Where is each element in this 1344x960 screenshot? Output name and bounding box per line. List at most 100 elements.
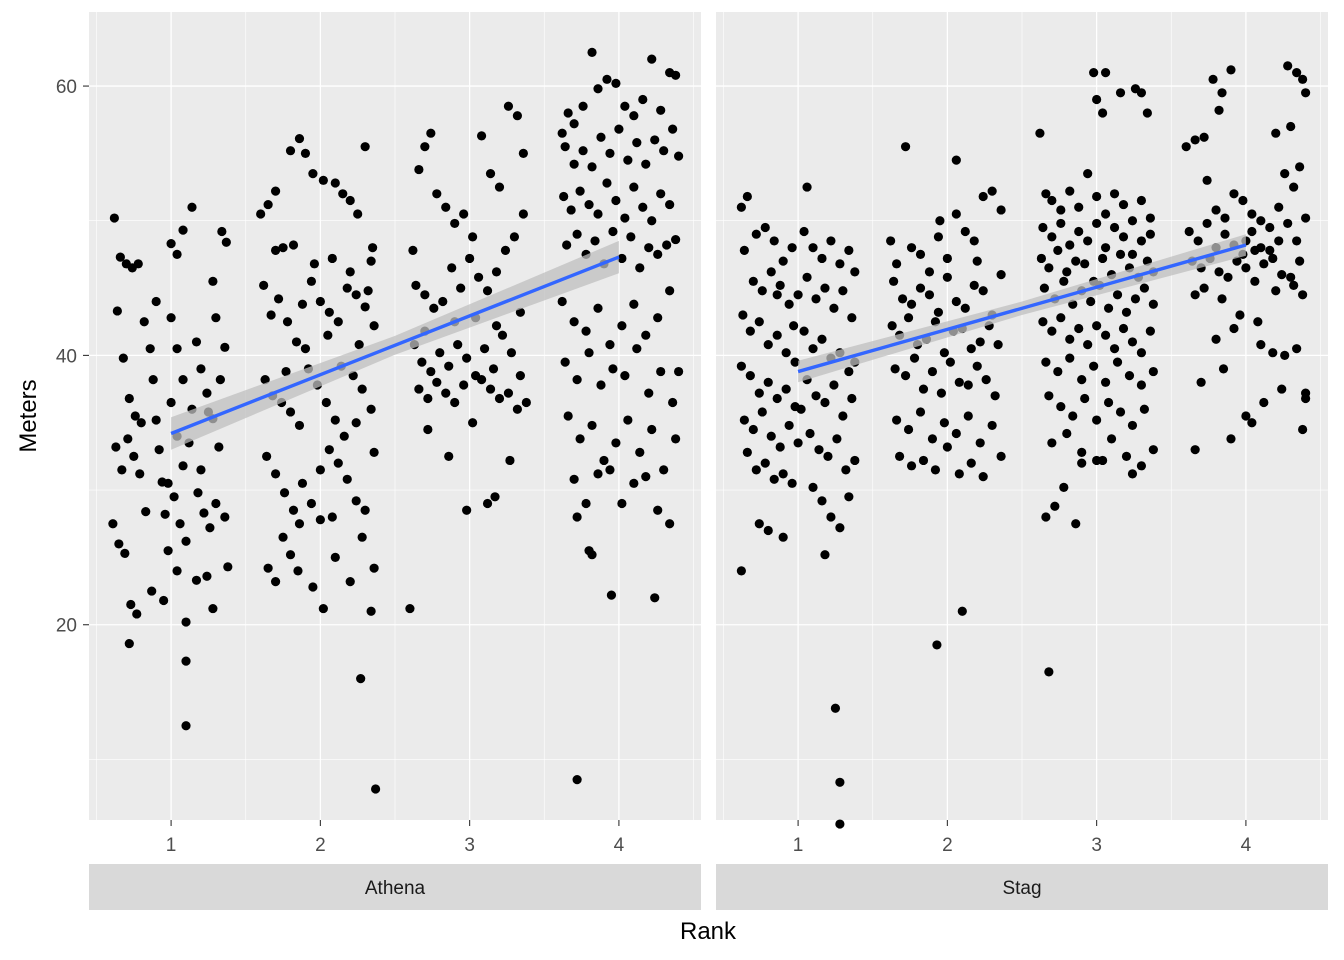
data-point (563, 411, 573, 421)
data-point (187, 202, 197, 212)
data-point (557, 296, 567, 307)
data-point (281, 366, 291, 377)
data-point (1086, 296, 1096, 307)
data-point (1289, 280, 1299, 290)
data-point (620, 371, 630, 381)
data-point (369, 447, 379, 457)
data-point (1053, 245, 1063, 255)
data-point (951, 428, 961, 439)
data-point (1109, 189, 1120, 199)
data-point (808, 344, 818, 354)
data-point (808, 243, 818, 253)
data-point (826, 512, 836, 522)
data-point (1127, 249, 1138, 259)
data-point (130, 411, 140, 421)
data-point (1100, 243, 1111, 253)
data-point (1100, 330, 1111, 340)
data-point (354, 340, 364, 350)
data-point (1112, 290, 1123, 300)
data-point (1098, 108, 1108, 118)
data-point (963, 380, 973, 390)
data-point (972, 256, 982, 266)
data-point (844, 245, 854, 255)
data-point (1145, 229, 1155, 239)
data-point (345, 577, 355, 587)
data-point (408, 245, 418, 255)
data-point (417, 357, 427, 367)
data-point (366, 256, 376, 266)
data-point (1283, 218, 1293, 229)
data-point (784, 420, 794, 431)
data-point (1136, 88, 1147, 98)
data-point (357, 384, 367, 394)
data-point (1211, 334, 1221, 344)
data-point (118, 353, 128, 363)
data-point (778, 532, 788, 542)
data-point (671, 434, 681, 444)
data-point (456, 283, 466, 293)
data-point (659, 465, 669, 475)
facet-strip-label: Stag (1002, 878, 1041, 899)
data-point (892, 415, 902, 425)
data-point (178, 225, 188, 235)
data-point (635, 447, 645, 457)
data-point (494, 182, 505, 192)
data-point (763, 340, 773, 350)
data-point (505, 455, 515, 466)
data-point (606, 590, 617, 600)
data-point (1220, 213, 1230, 223)
data-point (1103, 303, 1114, 313)
data-point (799, 226, 809, 237)
data-point (136, 418, 146, 428)
data-point (578, 101, 588, 111)
data-point (656, 189, 666, 199)
data-point (975, 337, 985, 347)
data-point (450, 218, 460, 229)
data-point (500, 245, 511, 255)
data-point (154, 445, 164, 455)
data-point (620, 101, 630, 111)
data-point (465, 253, 475, 264)
data-point (1217, 294, 1227, 304)
data-point (503, 101, 514, 111)
data-point (324, 445, 334, 455)
data-point (1136, 380, 1147, 390)
data-point (587, 162, 597, 172)
data-point (575, 434, 585, 444)
data-point (405, 603, 415, 614)
x-tick-label: 3 (464, 835, 475, 856)
data-point (617, 498, 627, 509)
data-point (1280, 350, 1290, 360)
trend-line (797, 243, 1247, 374)
data-point (450, 397, 460, 408)
data-point (1247, 226, 1257, 237)
data-point (587, 420, 597, 431)
data-point (906, 299, 917, 309)
data-point (951, 209, 961, 219)
data-point (318, 603, 328, 614)
data-point (602, 178, 612, 188)
data-point (1065, 353, 1075, 363)
data-point (324, 307, 334, 317)
data-point (270, 577, 281, 587)
data-point (933, 307, 944, 317)
data-point (1289, 182, 1299, 192)
data-point (653, 249, 663, 259)
data-point (978, 191, 988, 202)
data-point (584, 348, 594, 358)
data-point (211, 313, 221, 323)
data-point (674, 366, 684, 377)
data-point (159, 595, 169, 606)
data-point (1190, 135, 1200, 145)
points-group (108, 47, 684, 794)
data-point (515, 371, 525, 381)
data-point (288, 240, 299, 250)
data-point (608, 226, 618, 237)
data-point (736, 566, 746, 576)
data-point (181, 656, 191, 666)
data-point (366, 404, 376, 414)
data-point (1041, 357, 1051, 367)
data-point (300, 148, 311, 158)
data-point (1199, 283, 1209, 293)
data-point (1077, 447, 1087, 457)
